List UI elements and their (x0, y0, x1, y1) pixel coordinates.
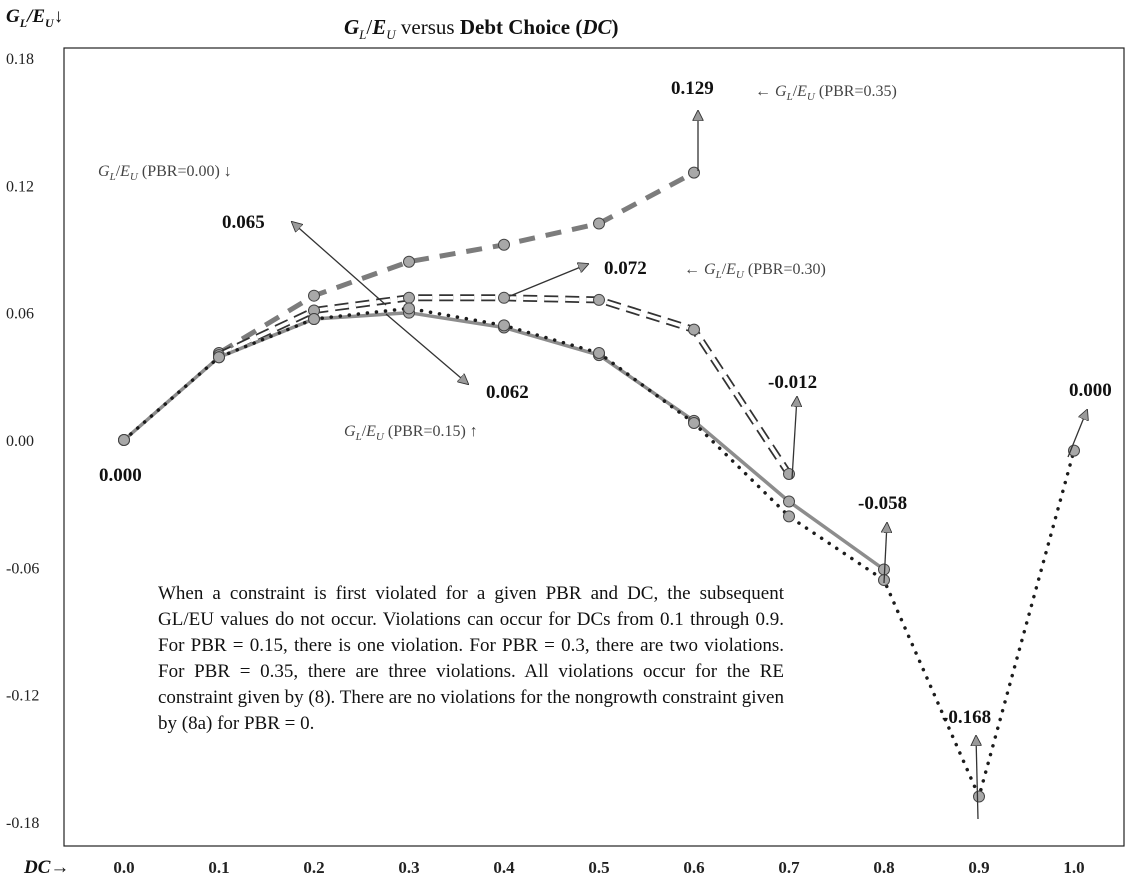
y-axis-label: GL/EU↓ (6, 6, 63, 30)
x-tick-labels: 0.0 0.1 0.2 0.3 0.4 0.5 0.6 0.7 0.8 0.9 1.0 (113, 858, 1084, 877)
arrow-0065 (292, 222, 387, 306)
x-tick-label: 1.0 (1063, 858, 1084, 877)
data-point (593, 293, 605, 306)
data-label-neg0012: -0.012 (768, 372, 817, 393)
data-point (973, 790, 985, 803)
arrow-0072 (509, 264, 588, 297)
x-tick-label: 0.7 (778, 858, 800, 877)
y-tick-label: -0.18 (6, 815, 39, 832)
arrow-neg0012 (792, 397, 797, 480)
data-point (498, 319, 510, 332)
data-point (308, 313, 320, 326)
y-tick-label: 0.06 (6, 306, 34, 323)
data-label-neg0058: -0.058 (858, 493, 907, 514)
data-point (783, 510, 795, 523)
annotation-arrows (292, 111, 1087, 820)
x-tick-label: 0.6 (683, 858, 704, 877)
y-tick-label: 0.00 (6, 433, 34, 450)
arrow-0062 (385, 313, 468, 384)
data-label-0062: 0.062 (486, 382, 529, 403)
y-tick-label: 0.18 (6, 51, 34, 68)
data-point (593, 217, 605, 230)
series-label-pbr035: ← GL/EU (PBR=0.35) (755, 83, 897, 103)
x-tick-label: 0.8 (873, 858, 894, 877)
y-tick-label: -0.06 (6, 560, 39, 577)
arrow-0000-right (1067, 410, 1087, 458)
x-tick-label: 0.0 (113, 858, 134, 877)
data-point (593, 346, 605, 359)
chart-title: GL/EU versus Debt Choice (DC) (344, 15, 619, 42)
origin-point (118, 434, 130, 446)
x-tick-label: 0.5 (588, 858, 609, 877)
constraint-note: When a constraint is first violated for … (158, 583, 784, 734)
data-point (403, 302, 415, 315)
y-tick-label: 0.12 (6, 178, 34, 195)
arrow-neg0168 (976, 736, 978, 820)
series-label-pbr015: GL/EU (PBR=0.15) ↑ (344, 423, 478, 443)
data-point (688, 417, 700, 430)
data-point (688, 166, 700, 179)
data-label-0129: 0.129 (671, 78, 714, 99)
series-dashed (213, 166, 700, 359)
x-axis-label: DC→ (23, 857, 69, 878)
data-label-0000-left: 0.000 (99, 465, 142, 486)
arrow-neg0058 (884, 523, 887, 584)
data-point (688, 323, 700, 336)
data-point (498, 238, 510, 251)
data-point (403, 255, 415, 268)
data-point (783, 495, 795, 508)
series-label-pbr030: ← GL/EU (PBR=0.30) (684, 261, 826, 281)
data-point (213, 351, 225, 364)
series-line (217, 170, 696, 356)
data-label-0000-right: 0.000 (1069, 380, 1112, 401)
data-point (308, 289, 320, 302)
y-tick-label: -0.12 (6, 688, 39, 705)
data-point (498, 291, 510, 304)
y-tick-labels: 0.18 0.12 0.06 0.00 -0.06 -0.12 -0.18 (6, 51, 39, 832)
data-label-0072: 0.072 (604, 258, 647, 279)
x-tick-label: 0.9 (968, 858, 989, 877)
x-tick-label: 0.4 (493, 858, 515, 877)
series-solid (118, 306, 890, 576)
x-tick-label: 0.1 (208, 858, 229, 877)
x-tick-label: 0.2 (303, 858, 324, 877)
data-point (403, 291, 415, 304)
series-layer (118, 166, 1080, 803)
plot-frame (63, 47, 1125, 847)
data-label-neg0168: -0.168 (942, 707, 991, 728)
data-label-0065: 0.065 (222, 212, 265, 233)
x-tick-label: 0.3 (398, 858, 419, 877)
series-label-pbr000: GL/EU (PBR=0.00) ↓ (98, 163, 232, 183)
